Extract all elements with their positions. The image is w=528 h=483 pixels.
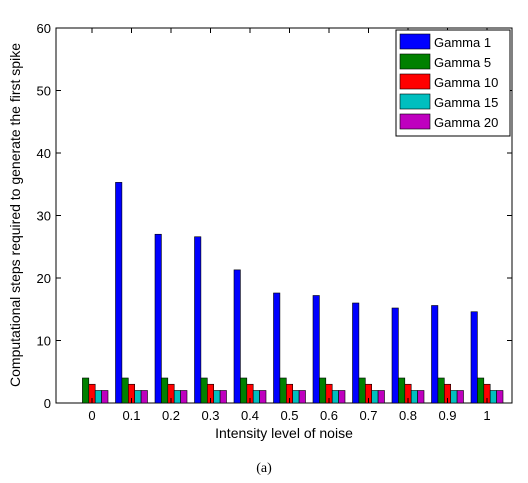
y-tick-label: 40: [37, 146, 51, 161]
bar-gamma-1-0.8: [391, 307, 399, 404]
bar-gamma-20-0.9: [456, 390, 464, 404]
bar-gamma-5-1: [477, 377, 485, 404]
legend-swatch: [399, 53, 431, 70]
bar-gamma-20-0.1: [140, 390, 148, 404]
bar-gamma-15-0.9: [450, 390, 458, 404]
bar-gamma-20-0.3: [219, 390, 227, 404]
bar-gamma-1-0.7: [352, 302, 360, 404]
x-axis-label: Intensity level of noise: [215, 425, 353, 441]
legend: Gamma 1 Gamma 5 Gamma 10 Gamma 15 Gamma 20: [395, 29, 511, 137]
bar-gamma-15-0.2: [173, 390, 181, 404]
bar-gamma-15-0.3: [213, 390, 221, 404]
bar-gamma-20-0: [101, 390, 109, 404]
bar-gamma-5-0.2: [161, 377, 169, 404]
y-tick-label: 30: [37, 209, 51, 224]
bar-gamma-5-0.4: [240, 377, 248, 404]
y-axis: 0 10 20 30 40 50 60: [37, 21, 512, 411]
bar-gamma-5-0.9: [437, 377, 445, 404]
bar-gamma-15-0.1: [134, 390, 142, 404]
y-tick-label: 50: [37, 84, 51, 99]
bar-gamma-5-0: [82, 377, 90, 404]
bar-gamma-20-0.8: [417, 390, 425, 404]
bar-gamma-20-0.2: [180, 390, 188, 404]
legend-label: Gamma 20: [434, 115, 498, 130]
legend-label: Gamma 10: [434, 75, 498, 90]
x-tick-label: 0.5: [280, 408, 298, 423]
legend-swatch: [399, 113, 431, 130]
bar-gamma-5-0.3: [200, 377, 208, 404]
bar-gamma-5-0.1: [121, 377, 129, 404]
x-tick-label: 0.2: [162, 408, 180, 423]
bar-gamma-20-0.4: [259, 390, 267, 404]
legend-label: Gamma 1: [434, 35, 491, 50]
bar-gamma-15-0.8: [410, 390, 418, 404]
y-axis-label: Computational steps required to generate…: [7, 43, 23, 387]
y-tick-label: 10: [37, 334, 51, 349]
y-tick-label: 60: [37, 21, 51, 36]
bar-gamma-1-0.5: [273, 292, 281, 404]
x-tick-label: 0.9: [438, 408, 456, 423]
bar-gamma-1-0.9: [431, 305, 439, 404]
bar-gamma-5-0.7: [358, 377, 366, 404]
y-tick-label: 0: [44, 396, 51, 411]
bar-gamma-15-0.6: [331, 390, 339, 404]
y-tick-label: 20: [37, 271, 51, 286]
bar-gamma-5-0.6: [319, 377, 327, 404]
bar-gamma-20-0.7: [377, 390, 385, 404]
bar-gamma-1-0.4: [233, 269, 241, 404]
bar-gamma-20-0.6: [338, 390, 346, 404]
bar-gamma-20-1: [496, 390, 504, 404]
bar-gamma-20-0.5: [298, 390, 306, 404]
bar-gamma-1-0.1: [115, 182, 123, 404]
x-tick-label: 0: [88, 408, 95, 423]
bar-gamma-5-0.8: [398, 377, 406, 404]
bar-gamma-5-0.5: [279, 377, 287, 404]
bar-gamma-1-1: [470, 311, 478, 404]
figure-caption: (a): [256, 461, 272, 476]
bar-gamma-1-0.6: [312, 295, 320, 404]
legend-swatch: [399, 33, 431, 50]
bar-gamma-15-1: [489, 390, 497, 404]
bars-group: [82, 182, 504, 404]
legend-label: Gamma 5: [434, 55, 491, 70]
x-tick-label: 0.6: [320, 408, 338, 423]
bar-gamma-1-0.3: [194, 236, 202, 404]
bar-gamma-1-0.2: [154, 233, 162, 404]
legend-swatch: [399, 93, 431, 110]
legend-label: Gamma 15: [434, 95, 498, 110]
x-tick-label: 0.4: [241, 408, 259, 423]
bar-gamma-15-0.4: [252, 390, 260, 404]
x-tick-label: 0.1: [122, 408, 140, 423]
x-tick-label: 0.8: [399, 408, 417, 423]
bar-gamma-15-0.7: [371, 390, 379, 404]
legend-swatch: [399, 73, 431, 90]
bar-gamma-15-0: [94, 390, 102, 404]
x-tick-label: 1: [483, 408, 490, 423]
x-tick-label: 0.7: [359, 408, 377, 423]
bar-gamma-15-0.5: [292, 390, 300, 404]
x-tick-label: 0.3: [201, 408, 219, 423]
